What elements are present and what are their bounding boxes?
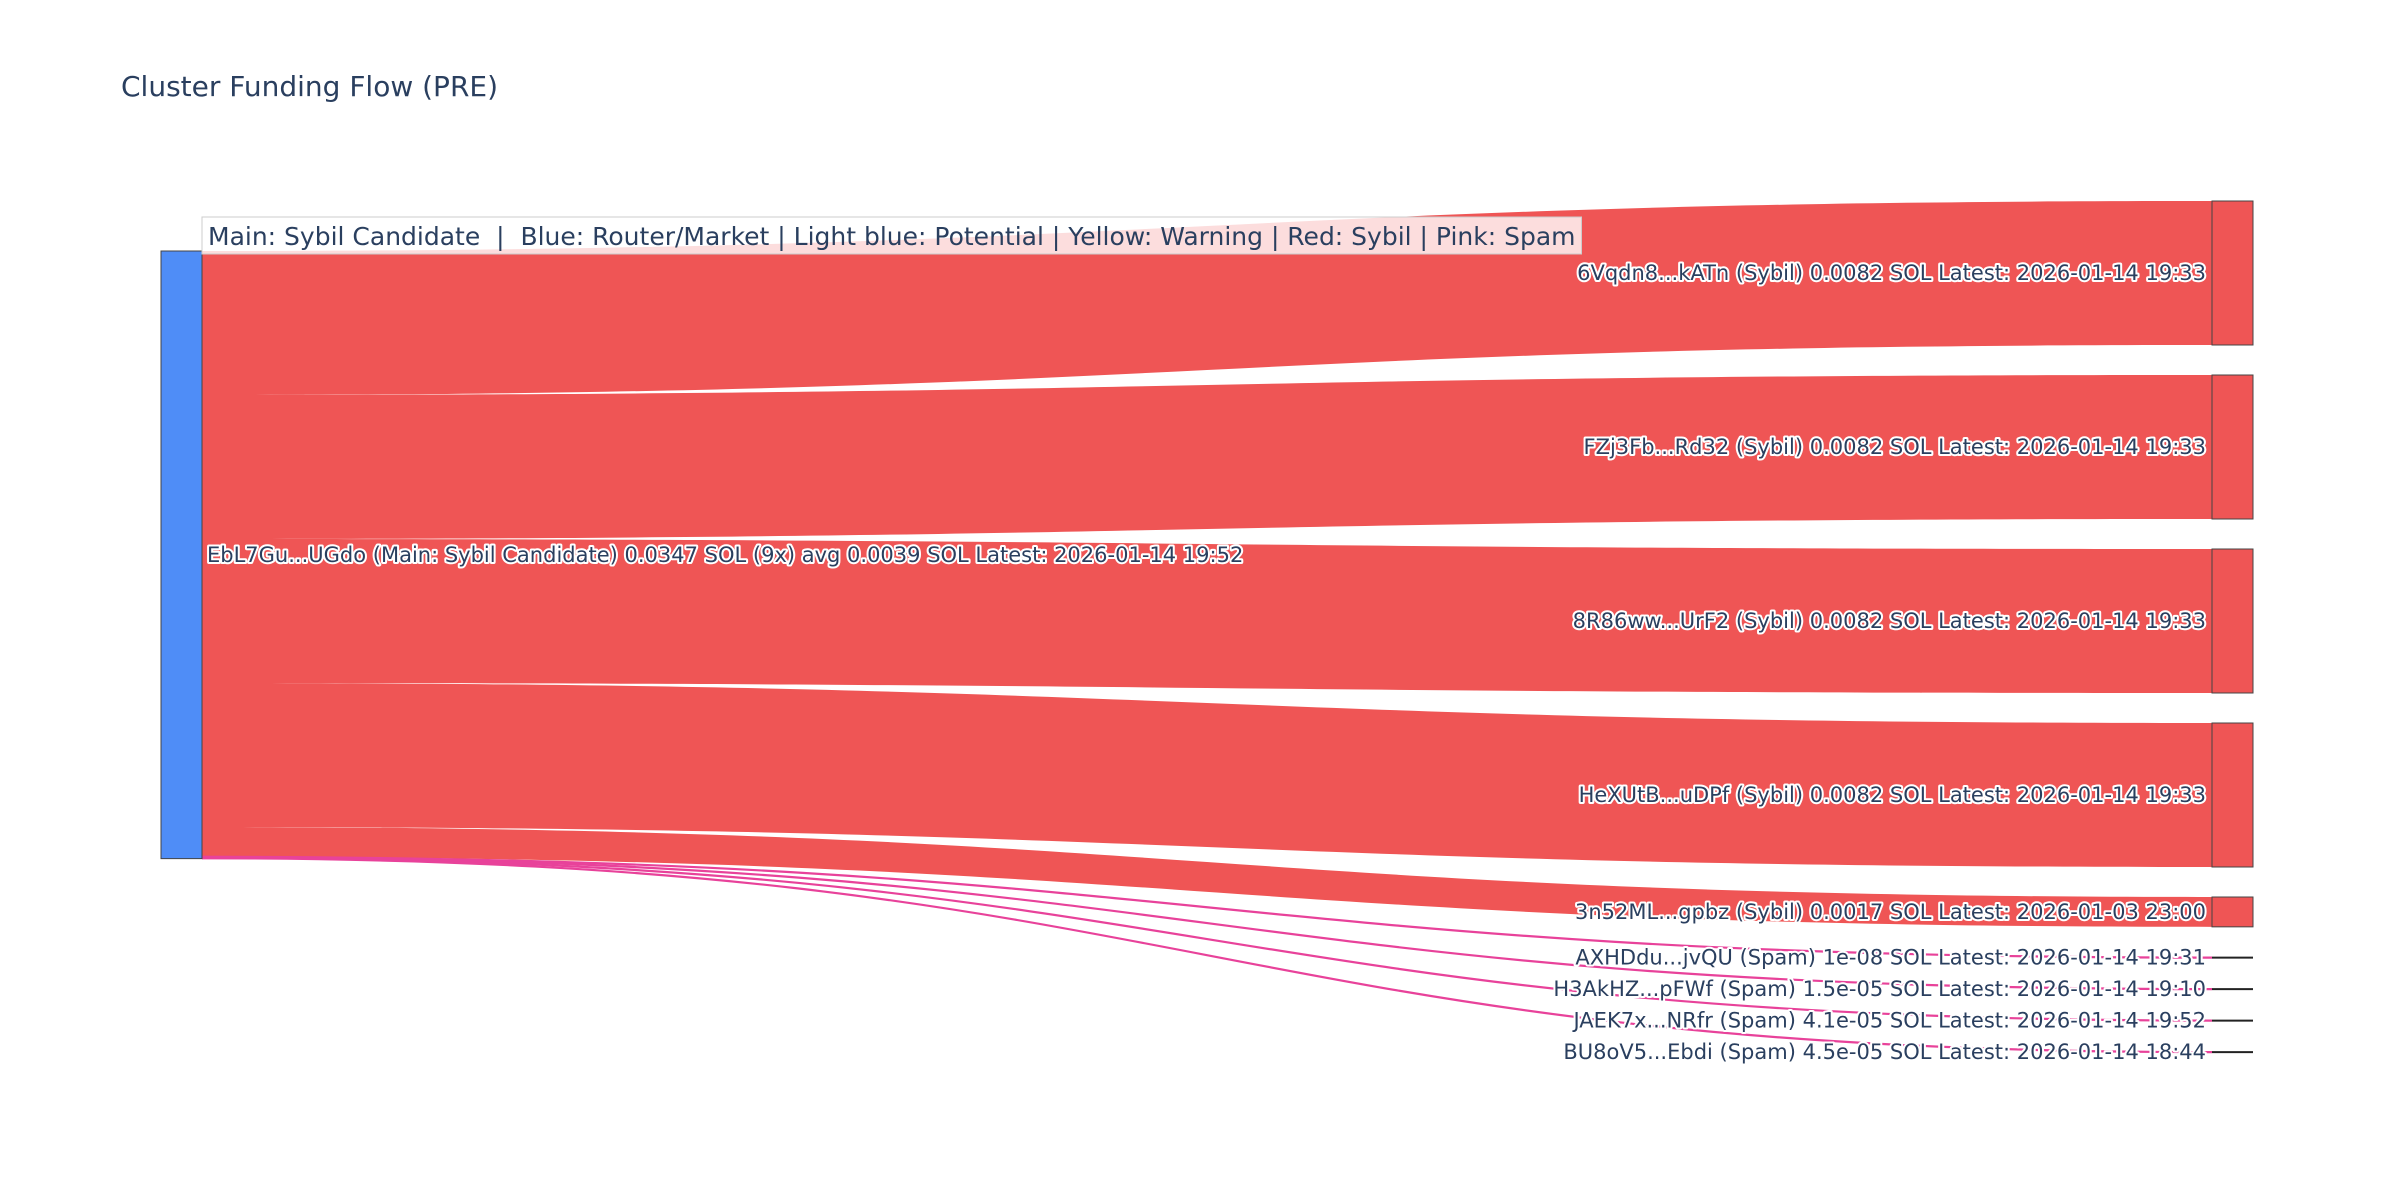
sankey-nodes — [160, 200, 2254, 1054]
target-node[interactable] — [2211, 896, 2254, 928]
target-node[interactable] — [2211, 722, 2254, 868]
flow-link[interactable] — [202, 539, 2212, 693]
flow-link[interactable] — [201, 855, 2213, 991]
target-node[interactable] — [2211, 200, 2254, 346]
target-label: FZj3Fb...Rd32 (Sybil) 0.0082 SOL Latest:… — [1583, 435, 2206, 459]
sankey-links — [201, 201, 2213, 1054]
target-label: HeXUtB...uDPf (Sybil) 0.0082 SOL Latest:… — [1579, 783, 2206, 807]
sankey-labels: 6Vqdn8...kATn (Sybil) 0.0082 SOL Latest:… — [205, 259, 2208, 1066]
target-label: H3AkHZ...pFWf (Spam) 1.5e-05 SOL Latest:… — [1553, 977, 2206, 1001]
flow-link[interactable] — [202, 683, 2212, 867]
legend-note-box: Main: Sybil Candidate | Blue: Router/Mar… — [201, 216, 1582, 255]
target-label: BU8oV5...Ebdi (Spam) 4.5e-05 SOL Latest:… — [1563, 1040, 2206, 1064]
target-label: 8R86ww...UrF2 (Sybil) 0.0082 SOL Latest:… — [1573, 609, 2206, 633]
target-label: 6Vqdn8...kATn (Sybil) 0.0082 SOL Latest:… — [1577, 261, 2206, 285]
flow-link[interactable] — [201, 857, 2213, 1054]
chart-title: Cluster Funding Flow (PRE) — [121, 70, 499, 103]
flow-link[interactable] — [202, 375, 2212, 539]
flow-link[interactable] — [201, 856, 2213, 1022]
legend-note: Main: Sybil Candidate | Blue: Router/Mar… — [208, 222, 1576, 251]
flow-link[interactable] — [201, 855, 2213, 959]
flow-link[interactable] — [202, 827, 2212, 927]
target-label: 3n52ML...gpbz (Sybil) 0.0017 SOL Latest:… — [1575, 900, 2206, 924]
source-label: EbL7Gu...UGdo (Main: Sybil Candidate) 0.… — [207, 543, 1243, 567]
target-label: JAEK7x...NRfr (Spam) 4.1e-05 SOL Latest:… — [1571, 1009, 2206, 1033]
target-label: AXHDdu...jvQU (Spam) 1e-08 SOL Latest: 2… — [1575, 946, 2206, 970]
target-node[interactable] — [2211, 548, 2254, 694]
target-node[interactable] — [2211, 374, 2254, 520]
legend-note-background — [201, 216, 1582, 255]
source-node[interactable] — [160, 250, 203, 860]
